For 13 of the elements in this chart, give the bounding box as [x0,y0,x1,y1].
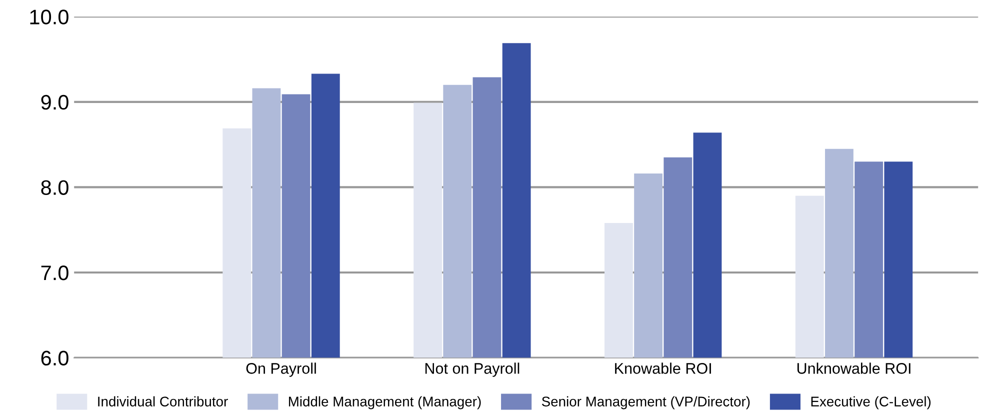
y-tick-label: 10.0 [30,10,68,24]
legend-label: Senior Management (VP/Director) [542,396,750,410]
y-tick-label: 8.0 [41,180,68,195]
legend-label: Middle Management (Manager) [288,396,481,410]
x-tick-label: Unknowable ROI [797,362,910,374]
x-tick-label: Knowable ROI [615,362,711,374]
legend-label: Individual Contributor [98,396,228,406]
y-tick-label: 9.0 [41,94,68,110]
legend-label: Executive (C-Level) [811,396,931,410]
x-tick-label: Not on Payroll [425,362,520,377]
x-tick-label: On Payroll [246,362,316,377]
y-tick-label: 6.0 [41,350,68,366]
y-tick-label: 7.0 [41,265,68,280]
